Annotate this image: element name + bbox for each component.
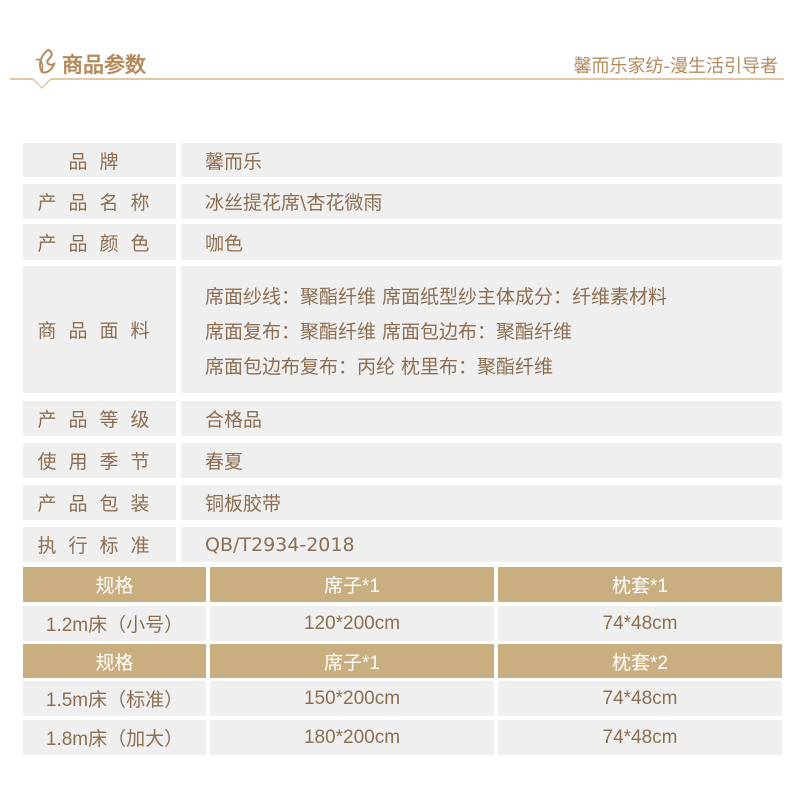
- spec-header-cell: 席子*1: [210, 644, 494, 678]
- spec-cell: 150*200cm: [210, 681, 494, 716]
- section-title: 商品参数: [62, 53, 146, 77]
- spec-header-cell: 规格: [23, 644, 206, 678]
- param-value: 冰丝提花席\杏花微雨: [181, 184, 782, 219]
- header-divider: [10, 78, 784, 80]
- param-value: 咖色: [181, 224, 782, 260]
- param-value: 春夏: [181, 443, 782, 478]
- param-label: 使用季节: [23, 443, 176, 478]
- spec-cell: 120*200cm: [210, 606, 494, 641]
- pointer-chevron-icon: [31, 78, 53, 90]
- brand-slogan: 馨而乐家纺-漫生活引导者: [573, 56, 779, 77]
- spec-cell: 74*48cm: [498, 606, 782, 641]
- spec-cell: 1.2m床（小号）: [23, 606, 206, 641]
- spec-cell: 74*48cm: [498, 681, 782, 716]
- spec-header-cell: 枕套*1: [498, 567, 782, 602]
- param-label: 商品面料: [23, 266, 176, 393]
- param-value-line: 席面纱线：聚酯纤维 席面纸型纱主体成分：纤维素材料: [205, 286, 668, 308]
- param-value: 铜板胶带: [181, 485, 782, 520]
- spec-cell: 1.8m床（加大）: [23, 720, 206, 755]
- param-value: 馨而乐: [181, 143, 782, 177]
- param-label: 产品颜色: [23, 224, 176, 260]
- butterfly-logo-icon: [35, 48, 56, 74]
- param-label: 产品名称: [23, 184, 176, 219]
- spec-header-cell: 规格: [23, 567, 206, 602]
- param-label: 执行标准: [23, 527, 176, 562]
- param-label: 品牌: [23, 143, 176, 177]
- spec-header-cell: 席子*1: [210, 567, 494, 602]
- param-value-line: 席面复布：聚酯纤维 席面包边布：聚酯纤维: [205, 321, 573, 343]
- spec-cell: 74*48cm: [498, 720, 782, 755]
- param-label: 产品等级: [23, 401, 176, 436]
- param-value: QB/T2934-2018: [181, 527, 782, 562]
- param-value: 席面纱线：聚酯纤维 席面纸型纱主体成分：纤维素材料 席面复布：聚酯纤维 席面包边布…: [181, 266, 782, 393]
- param-value-line: 席面包边布复布：丙纶 枕里布：聚酯纤维: [205, 356, 554, 378]
- spec-cell: 180*200cm: [210, 720, 494, 755]
- spec-header-cell: 枕套*2: [498, 644, 782, 678]
- spec-cell: 1.5m床（标准）: [23, 681, 206, 716]
- param-label: 产品包装: [23, 485, 176, 520]
- param-value: 合格品: [181, 401, 782, 436]
